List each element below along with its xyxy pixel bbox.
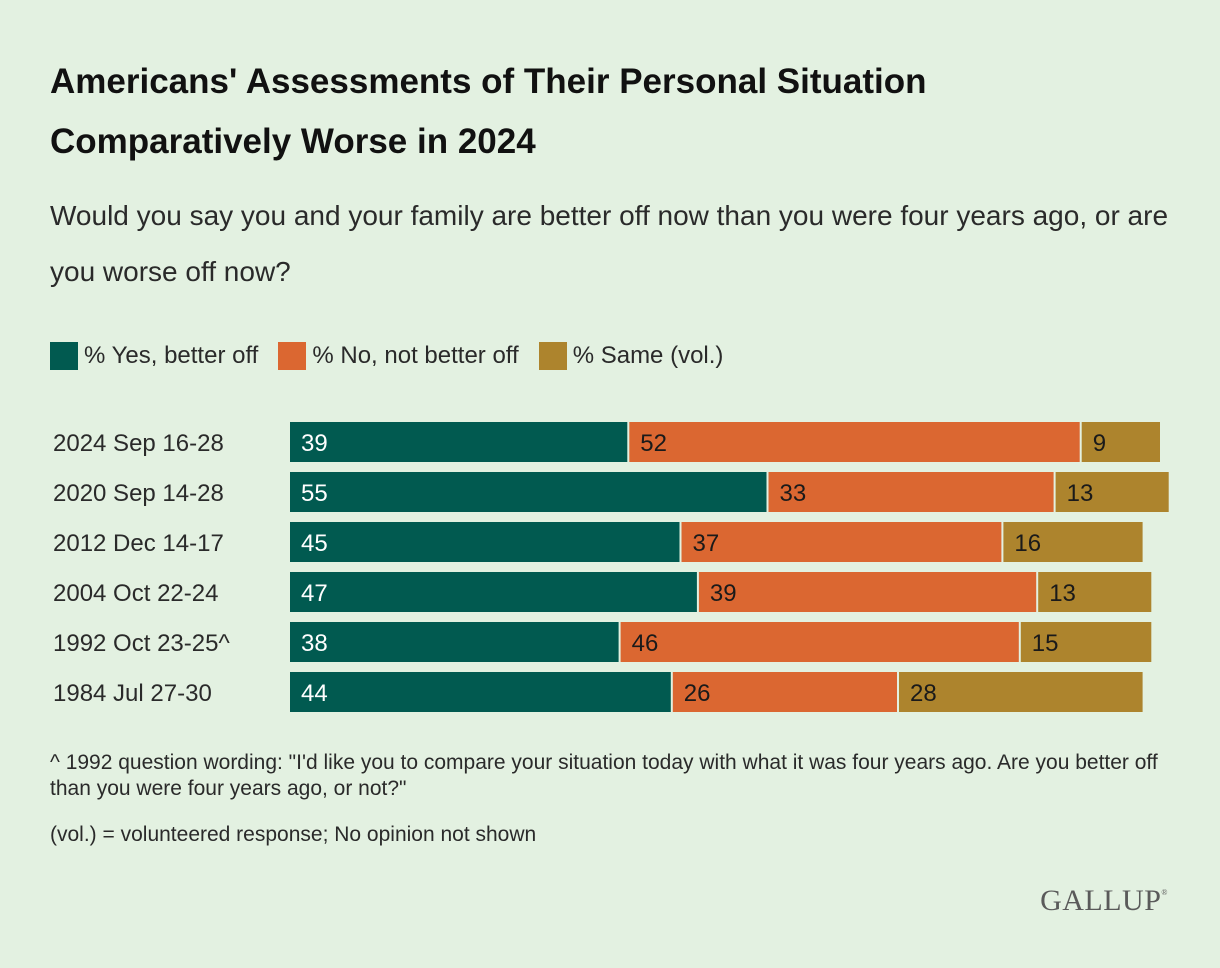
bar-segment-yes: [290, 622, 619, 662]
gallup-logo-text: GALLUP: [1040, 884, 1162, 917]
data-label: 45: [301, 530, 328, 557]
bar-segment-yes: [290, 472, 767, 512]
category-label: 1992 Oct 23-25^: [53, 630, 230, 657]
legend-swatch-no: [278, 342, 307, 370]
legend-label-yes: % Yes, better off: [84, 342, 259, 369]
bar-segment-no: [672, 672, 897, 712]
footnote-volunteered: (vol.) = volunteered response; No opinio…: [50, 823, 537, 846]
data-label: 52: [640, 430, 667, 457]
legend-item-no: % No, not better off: [278, 342, 519, 370]
bar-segment-yes: [290, 672, 671, 712]
bar-segment-same: [1020, 622, 1152, 662]
data-label: 9: [1093, 430, 1106, 457]
data-label: 44: [301, 680, 328, 707]
category-label: 2020 Sep 14-28: [53, 480, 224, 507]
bar-segment-yes: [290, 522, 680, 562]
gallup-logo: GALLUP®: [1040, 884, 1168, 918]
data-label: 28: [910, 680, 937, 707]
data-label: 46: [632, 630, 659, 657]
legend-item-yes: % Yes, better off: [50, 342, 258, 370]
bar-segment-no: [768, 472, 1054, 512]
data-label: 26: [684, 680, 711, 707]
data-label: 15: [1032, 630, 1059, 657]
bar-segment-same: [1038, 572, 1152, 612]
data-label: 39: [301, 430, 328, 457]
bar-segment-no: [681, 522, 1002, 562]
data-label: 55: [301, 480, 328, 507]
data-label: 13: [1067, 480, 1094, 507]
bar-segment-same: [899, 672, 1143, 712]
bar-segment-no: [629, 422, 1080, 462]
bar-segment-yes: [290, 572, 697, 612]
legend-label-same: % Same (vol.): [572, 342, 724, 369]
bar-segment-no: [620, 622, 1019, 662]
bar-segment-no: [698, 572, 1037, 612]
data-label: 16: [1014, 530, 1041, 557]
category-label: 1984 Jul 27-30: [53, 680, 212, 707]
legend-label-no: % No, not better off: [312, 342, 519, 369]
stacked-bar-chart: 2024 Sep 16-28 39 52 9 2020 Sep 14-28 55 33 13 2…: [53, 422, 1169, 712]
legend-swatch-same: [538, 342, 567, 370]
data-label: 13: [1049, 580, 1076, 607]
legend-item-same: % Same (vol.): [538, 342, 724, 370]
legend: % Yes, better off % No, not better off %…: [50, 338, 743, 374]
legend-swatch-yes: [50, 342, 78, 370]
category-label: 2024 Sep 16-28: [53, 430, 224, 457]
data-label: 33: [780, 480, 807, 507]
bar-segment-yes: [290, 422, 628, 462]
bar-segment-same: [1055, 472, 1169, 512]
category-label: 2012 Dec 14-17: [53, 530, 224, 557]
data-label: 37: [693, 530, 720, 557]
chart-title: Americans' Assessments of Their Personal…: [50, 62, 927, 161]
bar-segment-same: [1003, 522, 1143, 562]
footnote-1992-wording: ^ 1992 question wording: "I'd like you t…: [50, 751, 1158, 800]
registered-mark: ®: [1161, 888, 1168, 897]
data-label: 39: [710, 580, 737, 607]
bar-segment-same: [1081, 422, 1160, 462]
data-label: 38: [301, 630, 328, 657]
chart-subtitle: Would you say you and your family are be…: [50, 200, 1169, 287]
data-label: 47: [301, 580, 328, 607]
category-label: 2004 Oct 22-24: [53, 580, 218, 607]
